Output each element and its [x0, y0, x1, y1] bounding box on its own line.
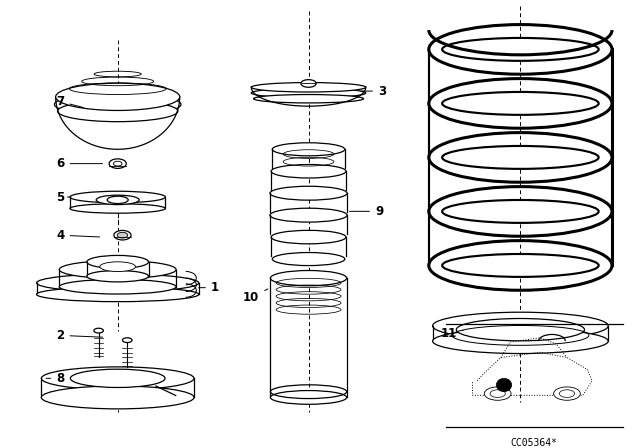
Text: 6: 6: [56, 157, 102, 170]
Ellipse shape: [559, 390, 575, 397]
Ellipse shape: [113, 161, 122, 166]
Text: 8: 8: [46, 372, 65, 385]
Text: 11: 11: [441, 327, 463, 340]
Ellipse shape: [270, 271, 347, 286]
Ellipse shape: [70, 191, 165, 203]
Ellipse shape: [252, 82, 366, 92]
Ellipse shape: [117, 233, 128, 238]
Ellipse shape: [433, 312, 608, 340]
Text: 4: 4: [56, 228, 100, 241]
Ellipse shape: [272, 253, 345, 266]
Ellipse shape: [442, 92, 598, 115]
Ellipse shape: [554, 387, 580, 400]
Ellipse shape: [70, 204, 165, 213]
Ellipse shape: [42, 386, 194, 409]
Ellipse shape: [497, 378, 511, 392]
Ellipse shape: [270, 186, 347, 200]
Ellipse shape: [100, 262, 136, 271]
Ellipse shape: [252, 88, 366, 98]
Ellipse shape: [442, 146, 598, 169]
Ellipse shape: [94, 328, 104, 333]
Ellipse shape: [442, 254, 598, 277]
Ellipse shape: [270, 391, 347, 404]
Ellipse shape: [107, 196, 128, 203]
Ellipse shape: [442, 38, 598, 61]
Text: 7: 7: [56, 95, 83, 108]
Ellipse shape: [70, 369, 165, 388]
Ellipse shape: [122, 338, 132, 343]
Ellipse shape: [36, 274, 199, 292]
Text: 9: 9: [349, 205, 383, 218]
Text: 2: 2: [56, 329, 102, 342]
Ellipse shape: [60, 261, 176, 279]
Ellipse shape: [442, 200, 598, 223]
Ellipse shape: [301, 80, 316, 87]
Ellipse shape: [253, 95, 364, 103]
Ellipse shape: [433, 329, 608, 353]
Ellipse shape: [56, 83, 180, 111]
Ellipse shape: [36, 287, 199, 302]
Ellipse shape: [271, 164, 346, 178]
Ellipse shape: [42, 367, 194, 390]
Ellipse shape: [58, 101, 178, 122]
Ellipse shape: [114, 230, 131, 240]
Ellipse shape: [484, 387, 511, 400]
Text: 1: 1: [199, 281, 219, 294]
Ellipse shape: [87, 271, 148, 282]
Ellipse shape: [60, 280, 176, 294]
Ellipse shape: [54, 93, 181, 116]
Ellipse shape: [272, 143, 345, 156]
Text: 10: 10: [243, 289, 268, 304]
Ellipse shape: [109, 159, 126, 168]
Ellipse shape: [271, 230, 346, 244]
Text: 5: 5: [56, 190, 70, 203]
Ellipse shape: [490, 390, 506, 397]
Ellipse shape: [456, 319, 584, 341]
Text: CC05364*: CC05364*: [511, 439, 557, 448]
Text: 3: 3: [361, 85, 386, 98]
Ellipse shape: [87, 255, 148, 268]
Ellipse shape: [270, 208, 347, 222]
Ellipse shape: [96, 195, 139, 205]
